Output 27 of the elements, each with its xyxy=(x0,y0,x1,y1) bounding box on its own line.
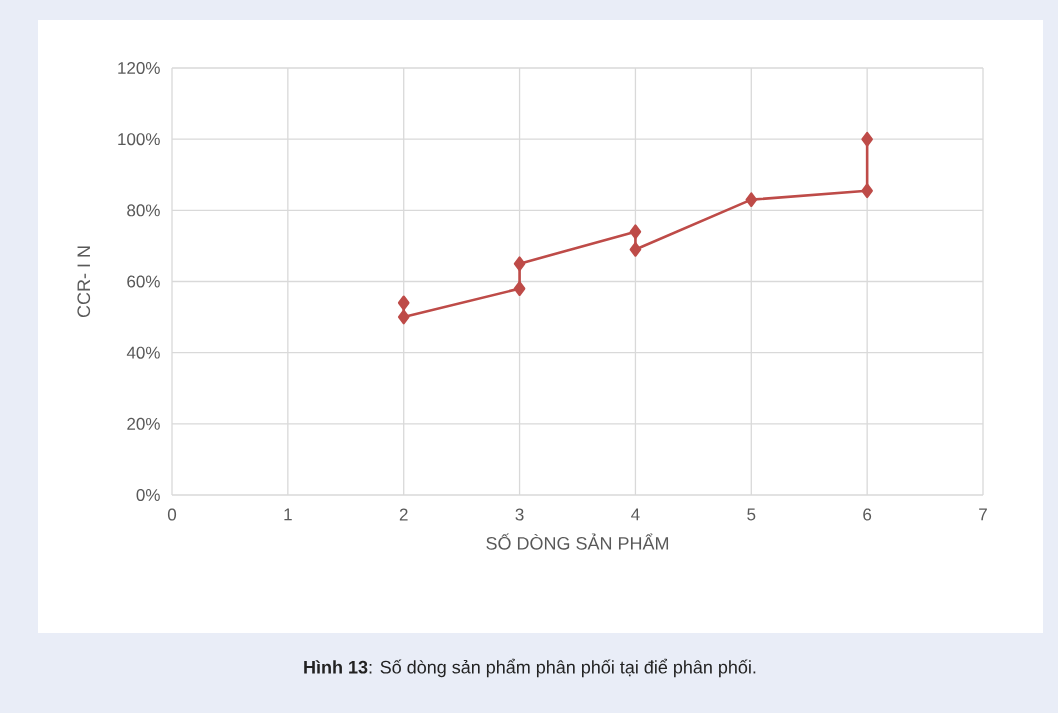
y-tick-label: 80% xyxy=(127,204,160,217)
point xyxy=(629,242,642,257)
x-tick-label: 6 xyxy=(863,508,872,521)
text: Hình 13: Số dòng sản phẩm phân phối tại điể phân phối. xyxy=(304,658,756,678)
y-axis-title: CCR- I N xyxy=(77,246,91,318)
point xyxy=(513,281,526,296)
y-tick-label: 0% xyxy=(136,488,160,502)
x-axis-title: SỐ DÒNG SẢN PHẨM xyxy=(486,533,669,550)
x-tick-label: 3 xyxy=(515,508,524,521)
point xyxy=(861,131,873,147)
point xyxy=(397,309,410,325)
point xyxy=(397,295,410,311)
x-tick-label: 4 xyxy=(631,508,640,521)
point xyxy=(629,224,642,239)
y-tick-label: 60% xyxy=(127,275,160,288)
point xyxy=(745,192,758,207)
y-tick-label: 40% xyxy=(126,346,160,359)
y-tick-label: 120% xyxy=(118,61,160,75)
y-tick-label: 20% xyxy=(127,417,160,430)
x-tick-label: 5 xyxy=(747,508,756,521)
y-tick-label: 100% xyxy=(118,133,160,146)
x-tick-label: 7 xyxy=(979,508,987,521)
point xyxy=(513,256,526,272)
point xyxy=(861,183,873,199)
x-tick-label: 1 xyxy=(284,508,292,521)
x-tick-label: 2 xyxy=(399,508,408,521)
x-tick-label: 0 xyxy=(167,508,177,521)
